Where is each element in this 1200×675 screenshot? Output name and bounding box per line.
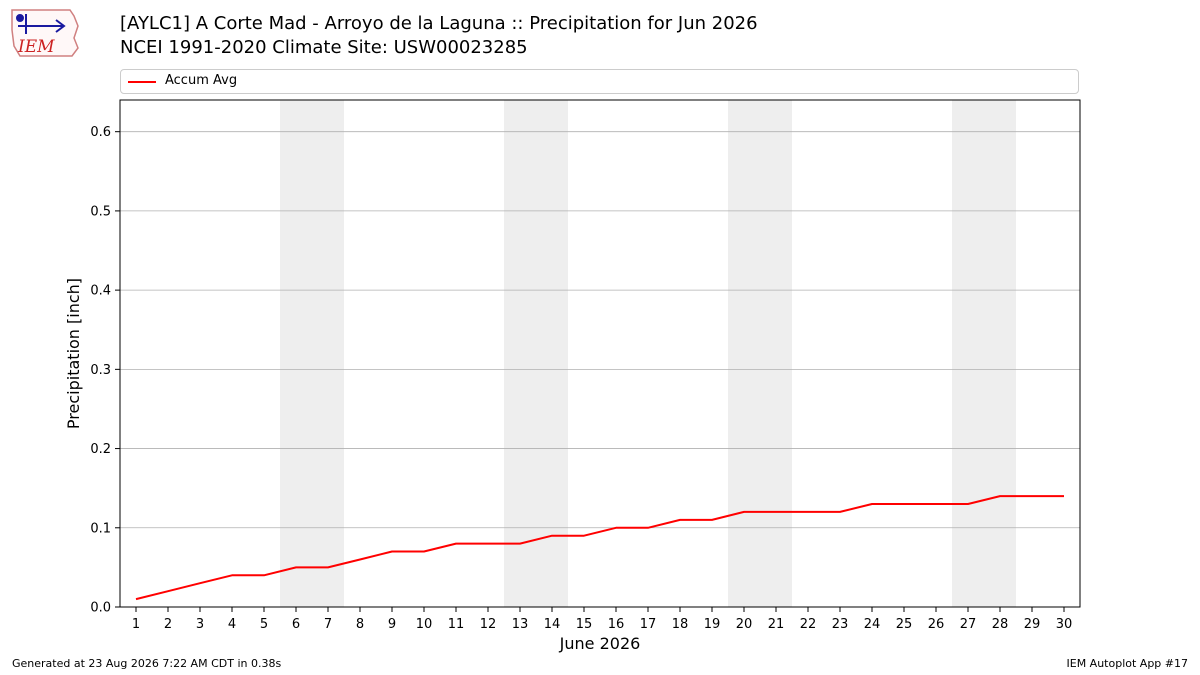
x-axis-label: June 2026 — [559, 634, 641, 653]
y-tick-label-2: 0.2 — [90, 442, 111, 457]
x-tick-label-0: 1 — [132, 617, 140, 632]
y-tick-label-4: 0.4 — [90, 284, 111, 299]
x-tick-label-11: 12 — [480, 617, 497, 632]
legend: Accum Avg — [120, 69, 1079, 94]
y-tick-label-0: 0.0 — [90, 601, 111, 616]
plot-frame — [119, 99, 1081, 608]
x-tick-label-12: 13 — [512, 617, 529, 632]
x-tick-label-2: 3 — [196, 617, 204, 632]
x-tick-label-21: 22 — [800, 617, 817, 632]
weekend-shade-1 — [504, 100, 568, 607]
x-tick-label-4: 5 — [260, 617, 268, 632]
x-tick-label-5: 6 — [292, 617, 300, 632]
x-tick-label-15: 16 — [608, 617, 625, 632]
legend-label-accum-avg: Accum Avg — [165, 73, 238, 88]
x-tick-label-17: 18 — [672, 617, 689, 632]
x-tick-label-9: 10 — [416, 617, 433, 632]
logo-text: IEM — [17, 37, 55, 57]
y-axis-label: Precipitation [inch] — [64, 278, 83, 429]
weekend-shade-2 — [728, 100, 792, 607]
weather-station-icon — [16, 14, 66, 34]
app-credit: IEM Autoplot App #17 — [1066, 657, 1189, 670]
x-tick-label-25: 26 — [928, 617, 945, 632]
iowa-outline-icon — [11, 9, 79, 57]
x-tick-label-28: 29 — [1024, 617, 1041, 632]
x-tick-label-26: 27 — [960, 617, 977, 632]
x-tick-label-20: 21 — [768, 617, 785, 632]
x-tick-label-27: 28 — [992, 617, 1009, 632]
x-tick-label-6: 7 — [324, 617, 332, 632]
chart-title: [AYLC1] A Corte Mad - Arroyo de la Lagun… — [120, 13, 758, 34]
x-tick-label-23: 24 — [864, 617, 881, 632]
chart-subtitle: NCEI 1991-2020 Climate Site: USW00023285 — [120, 37, 528, 58]
x-tick-label-8: 9 — [388, 617, 396, 632]
legend-line-swatch — [128, 81, 156, 83]
iem-logo: IEM — [11, 9, 79, 57]
y-tick-label-1: 0.1 — [90, 521, 111, 536]
x-tick-label-10: 11 — [448, 617, 465, 632]
y-tick-label-6: 0.6 — [90, 125, 111, 140]
x-tick-label-29: 30 — [1056, 617, 1073, 632]
x-tick-label-24: 25 — [896, 617, 913, 632]
x-tick-label-19: 20 — [736, 617, 753, 632]
weekend-shade-0 — [280, 100, 344, 607]
x-tick-label-18: 19 — [704, 617, 721, 632]
weekend-shade-3 — [952, 100, 1016, 607]
x-tick-label-16: 17 — [640, 617, 657, 632]
y-tick-label-3: 0.3 — [90, 363, 111, 378]
generated-timestamp: Generated at 23 Aug 2026 7:22 AM CDT in … — [12, 657, 282, 670]
x-tick-label-13: 14 — [544, 617, 561, 632]
y-tick-label-5: 0.5 — [90, 204, 111, 219]
x-tick-label-7: 8 — [356, 617, 364, 632]
x-tick-label-22: 23 — [832, 617, 849, 632]
series-line-accum-avg — [135, 495, 1064, 601]
x-tick-label-3: 4 — [228, 617, 236, 632]
x-tick-label-14: 15 — [576, 617, 593, 632]
x-tick-label-1: 2 — [164, 617, 172, 632]
